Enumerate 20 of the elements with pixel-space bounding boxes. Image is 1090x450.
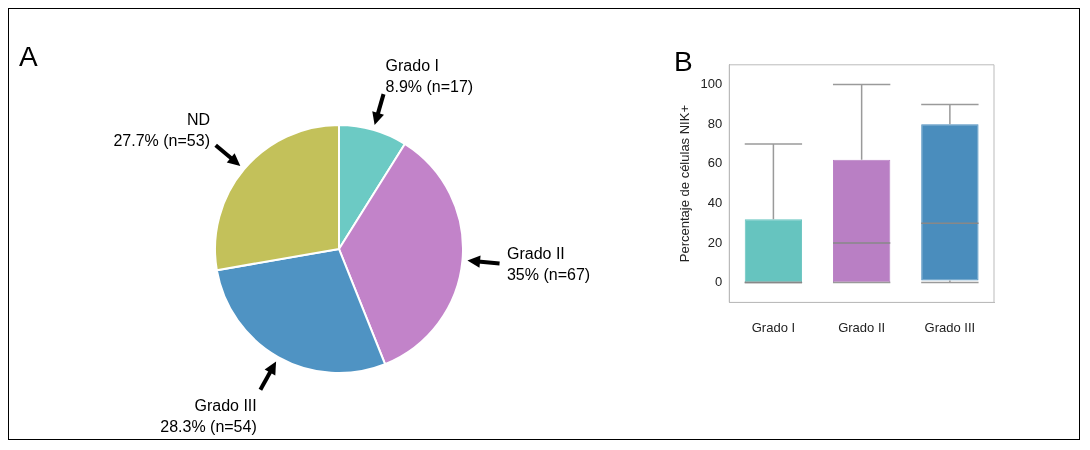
slice-label: Grado II [506, 244, 565, 262]
data-label: 28.3% (n=54) [160, 417, 257, 435]
chart-title: B [674, 46, 693, 78]
data-label: 8.9% (n=17) [385, 78, 474, 96]
y-axis-title: Percentaje de células NIK+ [677, 105, 693, 263]
data-label: 27.7% (n=53) [113, 131, 210, 149]
y-tick-label: 0 [715, 274, 723, 290]
x-tick-label: Grado III [924, 319, 976, 335]
y-tick-label: 100 [700, 76, 723, 92]
y-tick-label: 20 [707, 234, 723, 250]
slice-label: ND [186, 110, 210, 128]
slice-label: Grado I [385, 57, 439, 75]
y-tick-label: 80 [707, 115, 723, 131]
y-tick-label: 40 [707, 194, 723, 210]
x-tick-label: Grado II [838, 319, 886, 335]
x-tick-label: Grado I [751, 319, 796, 335]
data-label: 35% (n=67) [506, 265, 591, 283]
slice-label: Grado III [194, 396, 257, 414]
chart-title: A [19, 41, 38, 73]
y-tick-label: 60 [707, 155, 723, 171]
